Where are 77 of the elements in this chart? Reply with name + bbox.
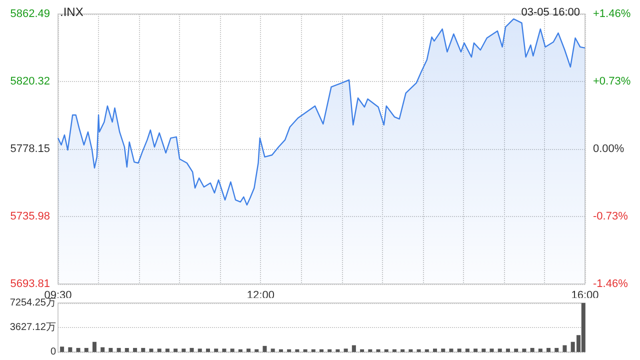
y2-tick-label: -0.73% [593, 210, 628, 222]
bar [206, 348, 210, 352]
bar [424, 349, 429, 352]
bar [246, 348, 251, 352]
bar [562, 345, 567, 352]
bar [441, 348, 446, 352]
y2-tick-label: -1.46% [593, 278, 628, 290]
y-tick-label: 5820.32 [10, 76, 50, 88]
bar [392, 349, 396, 352]
bar [303, 349, 308, 352]
y2-tick-label: 0.00% [593, 143, 624, 155]
bar [554, 348, 559, 352]
bar [214, 348, 218, 352]
bar [416, 349, 421, 352]
bar [506, 348, 510, 352]
bar [238, 349, 242, 352]
bar [344, 348, 348, 352]
bar [174, 348, 178, 352]
bar [108, 348, 113, 352]
bar [68, 347, 72, 352]
bar [287, 349, 292, 352]
chart-subtitle: 03-05 16:00 [521, 6, 580, 18]
bar [384, 349, 388, 352]
bar [157, 348, 162, 352]
bar [530, 348, 534, 352]
bar [490, 348, 494, 352]
bar [433, 348, 438, 352]
bar [522, 348, 526, 352]
bar [141, 348, 146, 352]
y-tick-label: 0 [50, 346, 56, 358]
bar [100, 347, 105, 352]
y2-tick-label: +0.73% [593, 76, 631, 88]
bar [230, 348, 234, 352]
bar [262, 346, 267, 352]
bar [254, 349, 259, 352]
bar [408, 349, 413, 352]
bar [336, 349, 340, 352]
bar [514, 348, 518, 352]
bar [538, 348, 542, 352]
bar [84, 348, 88, 352]
bar [116, 348, 121, 352]
y-tick-label: 5862.49 [10, 8, 50, 20]
bar [124, 348, 129, 352]
bar [465, 348, 470, 352]
bar [328, 349, 332, 352]
bar [376, 349, 380, 352]
bar [311, 349, 316, 352]
bar [60, 346, 64, 352]
chart-title: .INX [60, 5, 84, 19]
bar [165, 348, 170, 352]
bar [278, 349, 283, 352]
bar [270, 348, 275, 352]
bar [400, 349, 405, 352]
y-tick-label: 5778.15 [10, 143, 50, 155]
bar [457, 348, 462, 352]
bar [474, 348, 478, 352]
bar [92, 342, 96, 352]
bar [320, 349, 324, 352]
bar [76, 348, 80, 352]
y-tick-label: 3627.12万 [10, 322, 56, 333]
bar [149, 348, 154, 352]
bar [182, 348, 186, 352]
bar [295, 349, 300, 352]
bar [190, 348, 194, 352]
bar [222, 348, 226, 352]
y-tick-label: 5693.81 [10, 278, 50, 290]
bar [498, 348, 502, 352]
bar [482, 348, 486, 352]
bar [360, 349, 364, 352]
y-tick-label: 5735.98 [10, 210, 50, 222]
bar [368, 349, 372, 352]
bar [198, 348, 202, 352]
bar [352, 345, 356, 352]
bar [546, 348, 551, 352]
y2-tick-label: +1.46% [593, 8, 631, 20]
bar [449, 348, 454, 352]
bar [133, 348, 138, 352]
